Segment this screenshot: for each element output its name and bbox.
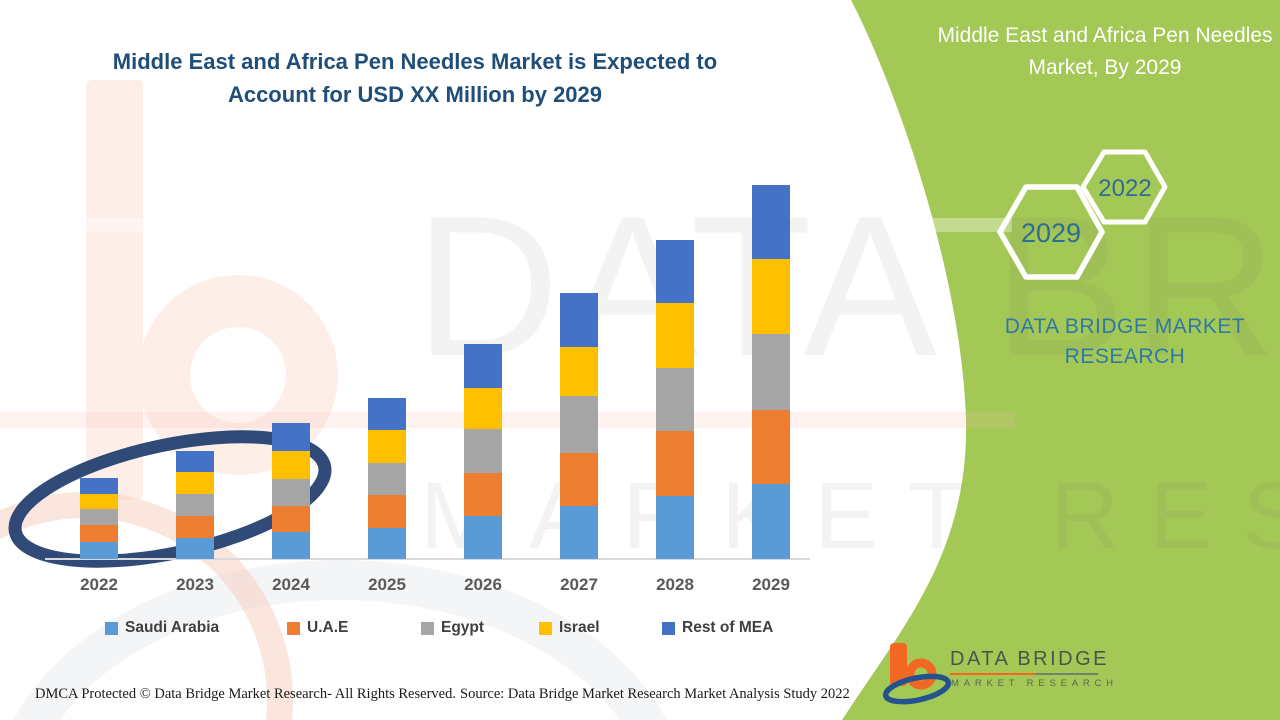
bar-segment-saudi-arabia	[80, 542, 118, 559]
bar-segment-saudi-arabia	[752, 484, 790, 559]
bar-2025	[368, 398, 406, 559]
watermark-logo-b-stem	[86, 80, 143, 500]
legend-label-u-a-e: U.A.E	[307, 619, 349, 636]
legend-item-rest-of-mea: Rest of MEA	[662, 619, 773, 637]
bar-segment-u-a-e	[272, 506, 310, 532]
side-panel-brand-name: DATA BRIDGE MARKET RESEARCH	[1004, 315, 1246, 368]
bar-2029	[752, 185, 790, 559]
watermark-gray-arc	[13, 560, 667, 720]
bar-segment-egypt	[80, 509, 118, 525]
chart-title: Middle East and Africa Pen Needles Marke…	[112, 49, 718, 107]
bar-segment-israel	[656, 303, 694, 368]
legend-swatch-saudi-arabia	[105, 621, 118, 635]
bar-2028	[656, 240, 694, 559]
bar-segment-israel	[464, 388, 502, 429]
bar-segment-u-a-e	[752, 410, 790, 484]
bar-segment-u-a-e	[656, 431, 694, 496]
legend-label-rest-of-mea: Rest of MEA	[682, 619, 774, 636]
bar-segment-egypt	[176, 494, 214, 516]
bar-segment-israel	[176, 472, 214, 494]
bar-segment-u-a-e	[176, 516, 214, 538]
bar-segment-egypt	[464, 429, 502, 473]
bar-segment-rest-of-mea	[560, 293, 598, 347]
bar-segment-egypt	[752, 334, 790, 410]
legend-swatch-egypt	[421, 621, 434, 635]
data-bridge-logo: DATA BRIDGE MARKET RESEARCH	[880, 636, 1120, 716]
bar-segment-rest-of-mea	[176, 451, 214, 472]
bar-segment-saudi-arabia	[176, 538, 214, 559]
x-axis-line	[45, 558, 810, 560]
bar-2023	[176, 451, 214, 559]
footer-source-text: Source: Data Bridge Market Research Mark…	[460, 686, 850, 702]
x-axis-label-2022: 2022	[80, 575, 118, 594]
legend-item-u-a-e: U.A.E	[287, 619, 348, 637]
legend-item-israel: Israel	[539, 619, 600, 637]
bar-segment-u-a-e	[464, 473, 502, 516]
bar-segment-egypt	[368, 463, 406, 495]
bar-segment-israel	[368, 430, 406, 463]
bar-segment-rest-of-mea	[464, 344, 502, 388]
legend-swatch-rest-of-mea	[662, 621, 675, 635]
bar-segment-saudi-arabia	[368, 528, 406, 559]
footer-dmca-text: DMCA Protected © Data Bridge Market Rese…	[35, 686, 456, 702]
bar-segment-rest-of-mea	[80, 478, 118, 494]
bar-segment-rest-of-mea	[272, 423, 310, 451]
x-axis-label-2028: 2028	[656, 575, 694, 594]
legend-swatch-israel	[539, 621, 552, 635]
x-axis-label-2025: 2025	[368, 575, 406, 594]
bar-2024	[272, 423, 310, 559]
bar-segment-saudi-arabia	[656, 496, 694, 559]
bar-2027	[560, 293, 598, 559]
bar-segment-saudi-arabia	[272, 532, 310, 559]
x-axis-label-2026: 2026	[464, 575, 502, 594]
logo-brand-text: DATA BRIDGE	[950, 648, 1110, 670]
bar-segment-egypt	[656, 368, 694, 431]
hexagon-year-2029: 2029	[1020, 218, 1082, 248]
x-axis-label-2023: 2023	[176, 575, 214, 594]
bar-segment-saudi-arabia	[560, 506, 598, 559]
legend-label-israel: Israel	[559, 619, 600, 636]
bar-2026	[464, 344, 502, 559]
x-axis-label-2029: 2029	[752, 575, 790, 594]
legend-item-saudi-arabia: Saudi Arabia	[105, 619, 219, 637]
logo-subtitle-text: MARKET RESEARCH	[951, 678, 1118, 689]
bar-segment-u-a-e	[80, 525, 118, 542]
hexagon-year-2022: 2022	[1098, 175, 1152, 202]
data-bridge-logo-icon	[882, 643, 952, 705]
bar-segment-israel	[560, 347, 598, 396]
bar-segment-rest-of-mea	[656, 240, 694, 303]
legend-item-egypt: Egypt	[421, 619, 484, 637]
bar-segment-egypt	[560, 396, 598, 453]
bar-segment-egypt	[272, 479, 310, 506]
bar-segment-saudi-arabia	[464, 516, 502, 559]
bar-segment-u-a-e	[560, 453, 598, 506]
bar-segment-u-a-e	[368, 495, 406, 528]
logo-underline	[950, 673, 1098, 675]
legend-swatch-u-a-e	[287, 621, 300, 635]
bar-segment-israel	[272, 451, 310, 479]
bar-segment-israel	[80, 494, 118, 509]
logo-blue-swoosh	[882, 673, 952, 705]
side-panel-title: Middle East and Africa Pen Needles Marke…	[937, 24, 1273, 79]
legend-label-egypt: Egypt	[441, 619, 485, 636]
legend-label-saudi-arabia: Saudi Arabia	[125, 619, 220, 636]
bar-segment-rest-of-mea	[752, 185, 790, 259]
bar-segment-israel	[752, 259, 790, 334]
bar-2022	[80, 478, 118, 559]
x-axis-label-2027: 2027	[560, 575, 598, 594]
bar-segment-rest-of-mea	[368, 398, 406, 430]
green-panel-path	[842, 0, 1280, 720]
logo-b-stem	[890, 643, 907, 686]
x-axis-label-2024: 2024	[272, 575, 310, 594]
